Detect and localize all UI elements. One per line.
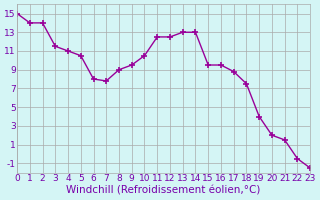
X-axis label: Windchill (Refroidissement éolien,°C): Windchill (Refroidissement éolien,°C) <box>67 186 261 196</box>
